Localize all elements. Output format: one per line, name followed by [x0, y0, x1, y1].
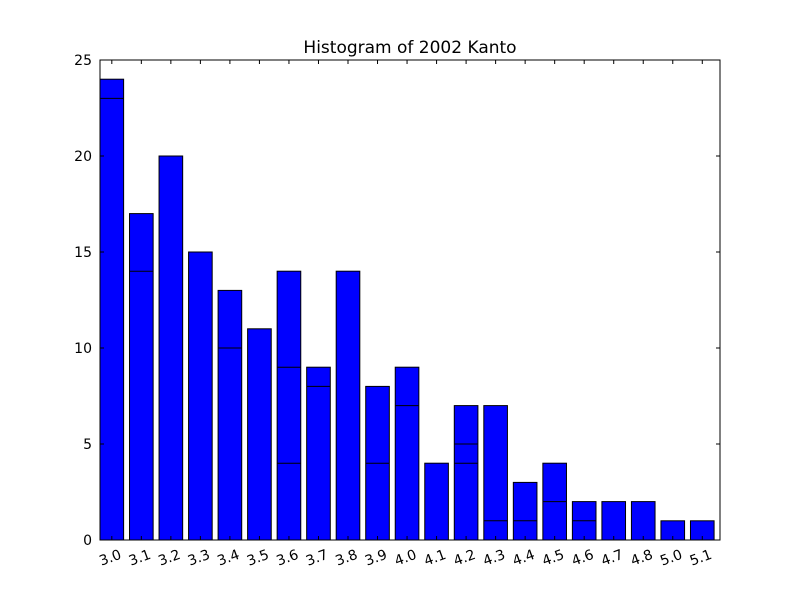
x-tick-label: 3.2: [156, 547, 182, 570]
x-tick-label: 3.9: [363, 547, 389, 570]
plot-frame: [99, 59, 721, 541]
x-tick-label: 5.1: [688, 547, 714, 570]
bar-4.3: [483, 405, 508, 541]
x-tick-label: 4.1: [422, 547, 448, 570]
x-tick-label: 4.7: [599, 547, 625, 570]
x-tick-label: 4.2: [452, 547, 478, 570]
x-tick-label: 3.5: [245, 547, 271, 570]
y-tick-label: 15: [74, 245, 92, 261]
y-tick-label: 0: [83, 533, 92, 549]
x-tick-label: 3.1: [127, 547, 153, 570]
bar-3.3: [188, 251, 213, 541]
y-tick-label: 5: [83, 437, 92, 453]
x-tick-label: 3.4: [215, 547, 241, 570]
x-axis: 3.0 3.1 3.2 3.3 3.4 3.5 3.6 3.7 3.8 3.9 4.0 4.1 4.2 4…: [97, 60, 714, 570]
bar-3.0: [99, 78, 125, 541]
bar-4.1: [424, 462, 449, 541]
y-axis: 0 5 10 15 20 25: [74, 53, 720, 549]
chart-title: Histogram of 2002 Kanto: [303, 38, 516, 58]
x-tick-label: 4.8: [629, 547, 655, 570]
x-tick-label: 3.3: [186, 547, 212, 570]
bar-4.2: [453, 405, 479, 541]
y-tick-label: 10: [74, 341, 92, 357]
bar-3.7: [306, 366, 331, 541]
bar-3.2: [158, 155, 184, 541]
x-tick-label: 4.4: [511, 547, 537, 570]
bar-4.8: [630, 501, 656, 541]
bar-3.5: [247, 328, 272, 541]
x-tick-label: 4.3: [481, 547, 507, 570]
x-tick-label: 4.5: [540, 547, 566, 570]
bar-4.7: [601, 501, 627, 541]
y-tick-label: 25: [74, 53, 92, 69]
x-tick-label: 5.0: [658, 547, 684, 570]
y-tick-label: 20: [74, 149, 92, 165]
x-tick-label: 3.8: [333, 547, 359, 570]
bar-4.4: [512, 481, 538, 541]
x-tick-label: 4.6: [570, 547, 596, 570]
x-tick-label: 3.0: [97, 547, 123, 570]
x-tick-label: 3.7: [304, 547, 330, 570]
bar-3.4: [217, 289, 243, 541]
bar-4.0: [394, 366, 420, 541]
bar-3.1: [129, 213, 154, 541]
bars-group: [99, 78, 715, 541]
x-tick-label: 3.6: [274, 547, 300, 570]
bar-3.6: [276, 270, 302, 541]
bar-3.8: [335, 270, 361, 541]
x-tick-label: 4.0: [392, 547, 418, 570]
